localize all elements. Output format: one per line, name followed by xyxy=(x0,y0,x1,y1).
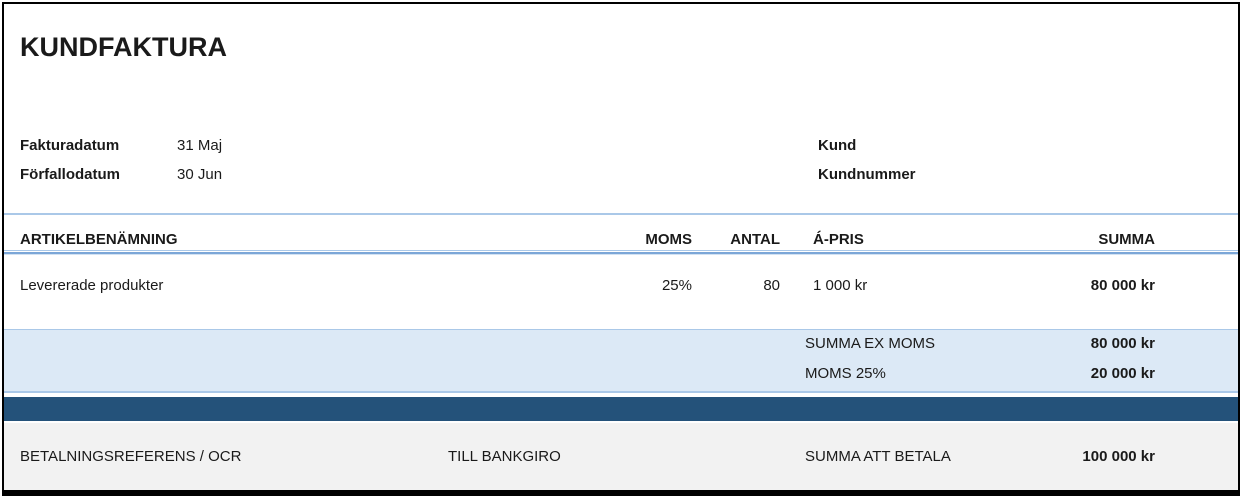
line-item-quantity: 80 xyxy=(763,277,780,294)
column-header-artikel: ARTIKELBENÄMNING xyxy=(20,231,178,248)
invoice-date-label: Fakturadatum xyxy=(20,137,120,154)
bankgiro-label: TILL BANKGIRO xyxy=(448,448,561,465)
column-header-summa: SUMMA xyxy=(1098,231,1155,248)
summary-ex-vat-label: SUMMA EX MOMS xyxy=(805,335,936,352)
line-item-vat: 25% xyxy=(661,277,692,294)
total-due-value: 100 000 kr xyxy=(1082,448,1155,465)
line-item-unit-price: 1 000 kr xyxy=(813,277,868,294)
line-item-description: Levererade produkter xyxy=(20,277,164,294)
customer-number-label: Kundnummer xyxy=(818,166,916,183)
summary-vat-label: MOMS 25% xyxy=(805,365,886,382)
table-top-rule xyxy=(4,213,1238,215)
table-header-rule xyxy=(4,250,1238,255)
accent-divider-bar xyxy=(4,397,1238,421)
summary-ex-vat-value: 80 000 kr xyxy=(1090,335,1155,352)
column-header-antal: ANTAL xyxy=(730,231,780,248)
invoice-page: KUNDFAKTURA Fakturadatum 31 Maj Förfallo… xyxy=(2,2,1240,496)
payment-footer-band xyxy=(4,423,1238,490)
total-due-label: SUMMA ATT BETALA xyxy=(805,448,951,465)
page-title: KUNDFAKTURA xyxy=(20,32,227,62)
customer-label: Kund xyxy=(818,137,857,154)
due-date-value: 30 Jun xyxy=(177,166,223,183)
line-item-total: 80 000 kr xyxy=(1090,277,1155,294)
column-header-apris: Á-PRIS xyxy=(813,231,864,248)
summary-vat-value: 20 000 kr xyxy=(1090,365,1155,382)
payment-reference-label: BETALNINGSREFERENS / OCR xyxy=(20,448,242,465)
due-date-label: Förfallodatum xyxy=(20,166,120,183)
column-header-moms: MOMS xyxy=(645,231,692,248)
summary-band xyxy=(4,329,1238,393)
invoice-date-value: 31 Maj xyxy=(177,137,223,154)
